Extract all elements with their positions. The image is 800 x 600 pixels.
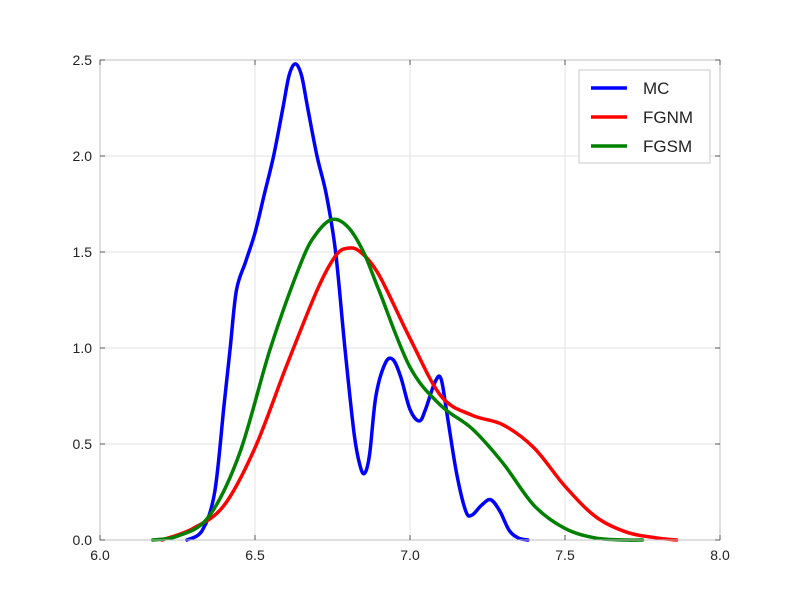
y-tick-label: 2.5 — [73, 52, 93, 68]
y-tick-label: 1.0 — [73, 340, 93, 356]
series-line-mc — [185, 62, 530, 542]
legend: MC FGNM FGSM — [578, 69, 711, 164]
legend-label-fgnm: FGNM — [643, 108, 693, 127]
y-tick-label: 0.5 — [73, 436, 93, 452]
series-lines — [150, 62, 679, 542]
x-tick-label: 7.5 — [555, 547, 575, 563]
series-line-fgnm — [160, 246, 679, 542]
y-tick-label: 1.5 — [73, 244, 93, 260]
y-tick-label: 0.0 — [73, 532, 93, 548]
x-tick-label: 6.5 — [245, 547, 265, 563]
x-tick-label: 8.0 — [710, 547, 730, 563]
x-tick-label: 7.0 — [400, 547, 420, 563]
ticks: 6.0 6.5 7.0 7.5 8.0 0.0 0.5 1.0 1.5 2.0 2.5 — [73, 52, 730, 563]
x-tick-label: 6.0 — [90, 547, 110, 563]
series-line-fgsm — [150, 217, 645, 542]
y-tick-label: 2.0 — [73, 148, 93, 164]
legend-label-fgsm: FGSM — [643, 137, 692, 156]
legend-label-mc: MC — [643, 79, 669, 98]
